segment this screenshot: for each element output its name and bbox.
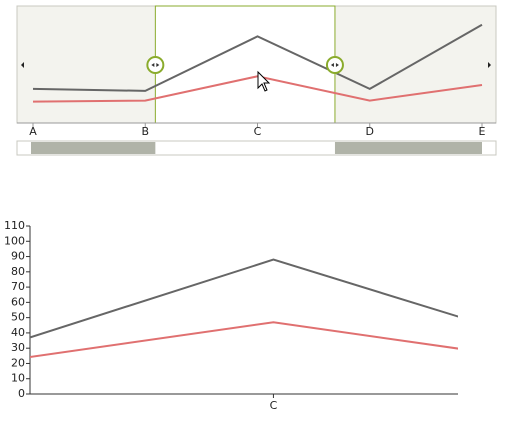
scrollbar-right[interactable] (334, 142, 482, 154)
y-tick-label: 10 (11, 372, 25, 385)
navigator-category-label: B (141, 125, 149, 138)
range-handle[interactable] (146, 56, 165, 74)
x-tick-label: C (270, 399, 278, 412)
navigator-category-label: E (479, 125, 486, 138)
scroll-right-arrow[interactable] (488, 62, 491, 68)
main-chart: 0 10 20 30 40 50 60 70 80 90 100 110 C (4, 219, 458, 412)
mouse-cursor (257, 70, 271, 92)
y-tick-label: 60 (11, 295, 25, 308)
y-tick-label: 110 (4, 219, 25, 232)
navigator: A B C D E (16, 5, 497, 156)
handle-arrow (156, 63, 160, 67)
y-tick-label: 90 (11, 250, 25, 263)
range-handle[interactable] (325, 56, 344, 74)
handle-arrow (151, 63, 155, 67)
y-tick-label: 70 (11, 280, 25, 293)
series-line (30, 258, 458, 339)
y-tick-label: 50 (11, 311, 25, 324)
navigator-category-label: C (254, 125, 262, 138)
y-tick-label: 40 (11, 326, 25, 339)
handle-arrow (330, 63, 334, 67)
navigator-category-label: D (366, 125, 374, 138)
series-line (30, 321, 458, 358)
selection-window[interactable] (154, 5, 336, 124)
plot-area (30, 258, 458, 358)
y-tick-label: 100 (4, 234, 25, 247)
y-tick-label: 30 (11, 341, 25, 354)
y-tick-label: 80 (11, 265, 25, 278)
scroll-left-arrow[interactable] (21, 62, 24, 68)
navigator-line (32, 23, 483, 92)
y-tick-label: 20 (11, 356, 25, 369)
handle-arrow (335, 63, 339, 67)
navigator-category-label: A (29, 125, 37, 138)
scrollbar-left[interactable] (31, 142, 156, 154)
y-tick-label: 0 (18, 387, 25, 400)
